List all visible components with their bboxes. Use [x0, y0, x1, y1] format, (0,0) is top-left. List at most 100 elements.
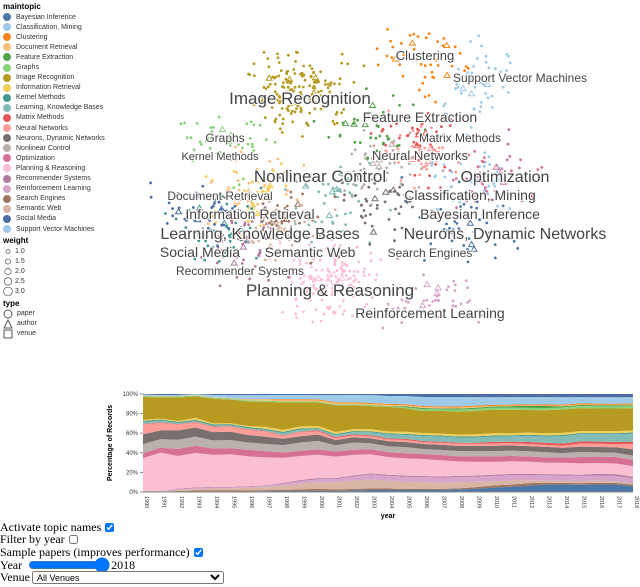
paper-point[interactable] — [340, 261, 344, 264]
paper-point[interactable] — [348, 269, 352, 273]
paper-point[interactable] — [149, 195, 153, 199]
paper-point[interactable] — [246, 219, 250, 223]
paper-point[interactable] — [457, 67, 460, 71]
paper-point[interactable] — [443, 102, 447, 105]
paper-point[interactable] — [354, 183, 358, 187]
paper-point[interactable] — [340, 174, 344, 177]
paper-point[interactable] — [419, 125, 423, 128]
paper-point[interactable] — [362, 128, 366, 132]
paper-point[interactable] — [234, 159, 238, 163]
paper-point[interactable] — [414, 149, 418, 153]
paper-point[interactable] — [334, 255, 338, 259]
topic-names-checkbox[interactable] — [105, 522, 115, 532]
paper-point[interactable] — [303, 100, 307, 104]
paper-point[interactable] — [256, 202, 259, 206]
paper-point[interactable] — [267, 278, 270, 282]
paper-point[interactable] — [300, 203, 304, 207]
author-point[interactable] — [265, 193, 273, 201]
paper-point[interactable] — [276, 52, 279, 56]
paper-point[interactable] — [281, 311, 285, 314]
paper-point[interactable] — [212, 126, 216, 129]
paper-point[interactable] — [459, 234, 463, 238]
paper-point[interactable] — [387, 151, 391, 155]
paper-point[interactable] — [441, 44, 445, 47]
paper-point[interactable] — [283, 271, 287, 275]
paper-point[interactable] — [275, 92, 279, 96]
paper-point[interactable] — [412, 140, 416, 144]
paper-point[interactable] — [410, 145, 414, 148]
paper-point[interactable] — [251, 145, 255, 149]
paper-point[interactable] — [290, 281, 294, 285]
paper-point[interactable] — [420, 162, 423, 166]
paper-point[interactable] — [275, 208, 278, 212]
paper-point[interactable] — [215, 151, 219, 155]
legend-item[interactable]: Neurons, Dynamic Networks — [3, 133, 105, 143]
paper-point[interactable] — [332, 251, 336, 255]
paper-point[interactable] — [257, 254, 261, 258]
paper-point[interactable] — [350, 152, 354, 156]
paper-point[interactable] — [465, 133, 468, 137]
paper-point[interactable] — [285, 204, 289, 208]
paper-point[interactable] — [422, 273, 425, 277]
paper-point[interactable] — [325, 284, 328, 287]
paper-point[interactable] — [459, 205, 462, 208]
paper-point[interactable] — [342, 294, 346, 298]
paper-point[interactable] — [287, 104, 290, 108]
paper-point[interactable] — [278, 176, 281, 180]
paper-point[interactable] — [326, 86, 330, 90]
paper-point[interactable] — [327, 100, 330, 103]
paper-point[interactable] — [483, 151, 487, 155]
paper-point[interactable] — [422, 299, 426, 302]
paper-point[interactable] — [459, 92, 463, 95]
paper-point[interactable] — [289, 196, 293, 199]
paper-point[interactable] — [176, 192, 180, 195]
paper-point[interactable] — [400, 42, 403, 45]
paper-point[interactable] — [510, 78, 514, 82]
paper-point[interactable] — [245, 229, 249, 233]
paper-point[interactable] — [308, 64, 312, 68]
paper-point[interactable] — [255, 167, 259, 171]
paper-point[interactable] — [302, 209, 306, 213]
paper-point[interactable] — [301, 192, 304, 196]
paper-point[interactable] — [353, 140, 357, 144]
paper-point[interactable] — [484, 92, 488, 95]
paper-point[interactable] — [343, 269, 347, 273]
paper-point[interactable] — [425, 167, 429, 171]
legend-item[interactable]: Information Retrieval — [3, 83, 105, 93]
paper-point[interactable] — [463, 69, 466, 73]
paper-point[interactable] — [310, 95, 314, 99]
paper-point[interactable] — [307, 296, 310, 299]
paper-point[interactable] — [374, 154, 378, 158]
filter-year-checkbox[interactable] — [68, 535, 78, 545]
paper-point[interactable] — [369, 136, 373, 140]
paper-point[interactable] — [368, 213, 372, 216]
paper-point[interactable] — [240, 238, 244, 242]
paper-point[interactable] — [335, 110, 339, 114]
paper-point[interactable] — [277, 74, 281, 78]
paper-point[interactable] — [507, 128, 511, 132]
paper-point[interactable] — [505, 158, 509, 162]
paper-point[interactable] — [201, 184, 205, 188]
author-point[interactable] — [408, 155, 417, 163]
author-point[interactable] — [284, 233, 293, 240]
paper-point[interactable] — [346, 177, 350, 181]
paper-point[interactable] — [222, 154, 226, 158]
paper-point[interactable] — [317, 80, 320, 84]
paper-point[interactable] — [427, 310, 431, 314]
paper-point[interactable] — [285, 91, 289, 94]
author-point[interactable] — [217, 230, 225, 237]
paper-point[interactable] — [312, 286, 316, 289]
paper-point[interactable] — [309, 74, 313, 78]
author-point[interactable] — [195, 204, 204, 211]
paper-point[interactable] — [179, 122, 183, 126]
paper-point[interactable] — [288, 88, 292, 92]
paper-point[interactable] — [268, 236, 272, 239]
author-point[interactable] — [242, 237, 251, 244]
paper-point[interactable] — [364, 157, 367, 160]
paper-point[interactable] — [237, 183, 241, 187]
author-point[interactable] — [207, 134, 216, 142]
paper-point[interactable] — [430, 126, 433, 130]
paper-point[interactable] — [331, 120, 335, 123]
paper-point[interactable] — [400, 321, 404, 324]
paper-point[interactable] — [465, 197, 469, 201]
